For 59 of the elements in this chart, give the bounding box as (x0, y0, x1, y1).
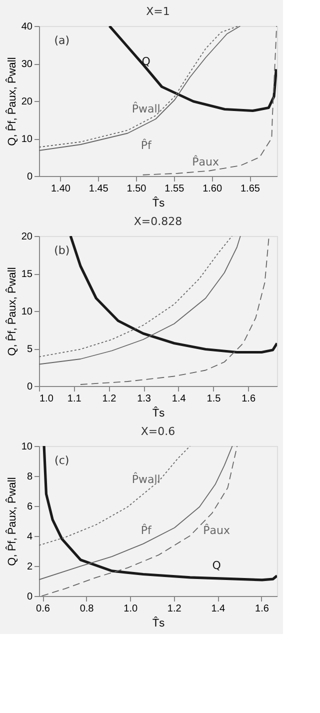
chart-title: X=1 (146, 5, 170, 18)
x-tick-label: 1.4 (211, 604, 226, 614)
y-tick-label: 10 (21, 306, 33, 318)
series-label: P̂wall (132, 101, 160, 116)
line-series (42, 446, 277, 582)
x-axis-title: T̂s (152, 406, 166, 420)
y-tick-label: 0 (26, 382, 33, 392)
line-series (108, 26, 277, 112)
y-tick-label: 4 (26, 532, 33, 542)
y-axis-title: Q, P̂f, P̂aux, P̂wall (4, 477, 18, 566)
y-tick-label: 10 (21, 134, 33, 145)
x-tick-label: 1.2 (167, 604, 182, 614)
x-tick-label: 1.2 (102, 394, 117, 404)
y-axis-title: Q, P̂f, P̂aux, P̂wall (4, 267, 18, 356)
x-axis-title: T̂s (152, 616, 166, 630)
x-tick-label: 1.65 (240, 184, 260, 194)
series-label: P̂wall (132, 472, 160, 486)
y-tick-label: 30 (21, 59, 33, 70)
annotation: (b) (54, 244, 70, 257)
x-tick-label: 1.60 (202, 184, 222, 194)
x-tick-label: 1.45 (88, 184, 109, 194)
x-axis-title: T̂s (152, 196, 166, 210)
y-axis-title: Q, P̂f, P̂aux, P̂wall (4, 57, 18, 146)
x-tick-label: 1.3 (137, 394, 152, 404)
y-tick-label: 10 (21, 442, 33, 452)
x-tick-label: 1.55 (164, 184, 185, 194)
x-tick-label: 1.40 (50, 184, 71, 194)
line-series (69, 236, 277, 354)
x-tick-label: 1.5 (206, 394, 222, 404)
x-tick-label: 1.0 (40, 394, 54, 404)
x-tick-label: 1.1 (67, 394, 82, 404)
y-tick-label: 15 (21, 269, 33, 280)
series-label: P̂f (140, 138, 152, 152)
line-series (80, 236, 270, 385)
y-tick-label: 6 (26, 502, 33, 512)
x-tick-label: 1.4 (172, 394, 186, 404)
x-tick-label: 1.0 (124, 604, 138, 614)
series-label: P̂aux (192, 154, 220, 168)
y-tick-label: 0 (26, 172, 33, 182)
y-tick-label: 0 (26, 592, 33, 602)
x-tick-label: 1.6 (255, 604, 270, 614)
series-label: P̂f (140, 523, 152, 538)
chart-title: X=0.828 (134, 215, 182, 228)
y-tick-label: 5 (26, 344, 33, 355)
chart-title: X=0.6 (140, 425, 176, 438)
x-tick-label: 1.6 (242, 394, 256, 404)
y-tick-label: 40 (21, 22, 33, 32)
x-tick-label: 1.50 (126, 184, 147, 194)
annotation: (a) (54, 34, 70, 47)
y-tick-label: 20 (21, 96, 33, 108)
y-tick-label: 8 (26, 472, 33, 482)
annotation: (c) (54, 454, 70, 467)
series-label: P̂aux (203, 523, 230, 538)
series-label: Q (212, 559, 222, 572)
line-series (39, 446, 191, 546)
x-tick-label: 0.6 (36, 604, 50, 614)
x-tick-label: 0.8 (80, 604, 94, 614)
y-tick-label: 2 (26, 562, 33, 572)
y-tick-label: 20 (21, 232, 33, 242)
